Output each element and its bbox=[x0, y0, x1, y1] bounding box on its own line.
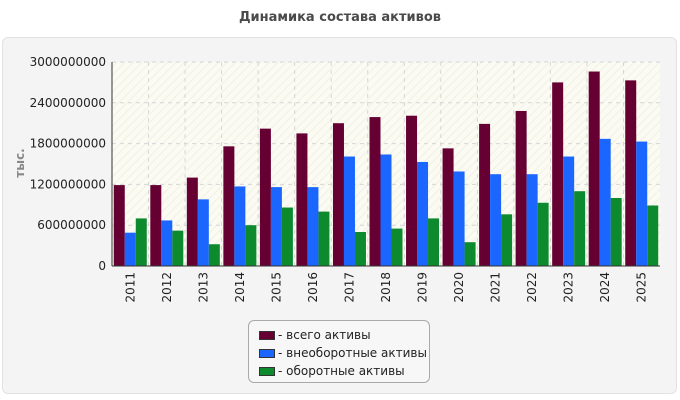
x-tick-label: 2018 bbox=[379, 272, 393, 303]
bar bbox=[369, 117, 381, 266]
y-tick-label: 2400000000 bbox=[30, 96, 106, 110]
bar bbox=[526, 174, 538, 266]
bar bbox=[490, 174, 502, 266]
x-tick-label: 2022 bbox=[525, 272, 539, 303]
legend-swatch bbox=[259, 348, 275, 358]
y-tick-label: 1800000000 bbox=[30, 137, 106, 151]
bar bbox=[354, 232, 366, 266]
y-tick-label: 3000000000 bbox=[30, 55, 106, 69]
chart-title: Динамика состава активов bbox=[238, 10, 442, 25]
bar bbox=[406, 115, 418, 266]
bar bbox=[307, 187, 319, 266]
bar bbox=[574, 191, 586, 266]
bar bbox=[625, 80, 637, 266]
bar bbox=[442, 148, 454, 266]
bar bbox=[150, 185, 162, 266]
x-tick-label: 2017 bbox=[342, 272, 356, 303]
bar bbox=[186, 177, 198, 266]
bar bbox=[172, 230, 184, 266]
bar bbox=[647, 205, 659, 266]
bar bbox=[610, 198, 622, 266]
bar bbox=[636, 141, 648, 266]
y-tick-label: 0 bbox=[98, 259, 106, 273]
bar bbox=[161, 220, 173, 266]
y-tick-label: 1200000000 bbox=[30, 177, 106, 191]
bar-chart: 0 600000000 1200000000 1800000000 2400000000… bbox=[13, 55, 660, 303]
legend-swatch bbox=[259, 330, 275, 340]
bar bbox=[318, 211, 330, 266]
bar bbox=[453, 171, 465, 266]
legend-item: - оборотные активы bbox=[259, 362, 429, 380]
bar bbox=[296, 133, 308, 266]
legend-label: - внеоборотные активы bbox=[278, 346, 427, 360]
x-tick-label: 2013 bbox=[196, 272, 210, 303]
bar bbox=[135, 218, 147, 266]
x-tick-label: 2023 bbox=[562, 272, 576, 303]
x-tick-label: 2021 bbox=[489, 272, 503, 303]
x-tick-label: 2019 bbox=[416, 272, 430, 303]
y-tick-label: 600000000 bbox=[37, 218, 106, 232]
bar bbox=[501, 214, 513, 266]
bar bbox=[245, 225, 257, 266]
bar bbox=[537, 202, 549, 266]
x-tick-label: 2012 bbox=[160, 272, 174, 303]
bar bbox=[391, 228, 403, 266]
legend-label: - оборотные активы bbox=[278, 364, 405, 378]
bar bbox=[343, 156, 355, 266]
bar bbox=[479, 123, 491, 266]
bar bbox=[124, 232, 136, 266]
bar bbox=[515, 110, 527, 267]
legend-item: - внеоборотные активы bbox=[259, 344, 429, 362]
bar bbox=[563, 156, 575, 266]
bar bbox=[552, 82, 564, 267]
x-tick-label: 2024 bbox=[598, 272, 612, 303]
bar bbox=[223, 146, 235, 266]
bar bbox=[208, 244, 220, 266]
chart-legend: - всего активы - внеоборотные активы - обо… bbox=[248, 320, 430, 383]
bar bbox=[197, 199, 209, 266]
bar bbox=[588, 71, 600, 267]
x-tick-label: 2011 bbox=[123, 272, 137, 303]
bar bbox=[380, 154, 392, 266]
bar bbox=[281, 207, 293, 266]
legend-item: - всего активы bbox=[259, 326, 429, 344]
x-tick-label: 2015 bbox=[269, 272, 283, 303]
y-axis-label: тыс. bbox=[13, 148, 27, 177]
x-tick-label: 2025 bbox=[635, 272, 649, 303]
x-tick-label: 2020 bbox=[452, 272, 466, 303]
x-tick-label: 2016 bbox=[306, 272, 320, 303]
bar bbox=[417, 161, 429, 266]
x-tick-label: 2014 bbox=[233, 272, 247, 303]
bar bbox=[428, 218, 440, 266]
bar bbox=[599, 138, 611, 266]
bar bbox=[113, 185, 125, 266]
bar bbox=[234, 186, 246, 266]
bar bbox=[464, 242, 476, 266]
bar bbox=[332, 123, 344, 266]
bar bbox=[270, 187, 282, 266]
legend-swatch bbox=[259, 366, 275, 376]
bar bbox=[259, 128, 271, 266]
legend-label: - всего активы bbox=[278, 328, 371, 342]
